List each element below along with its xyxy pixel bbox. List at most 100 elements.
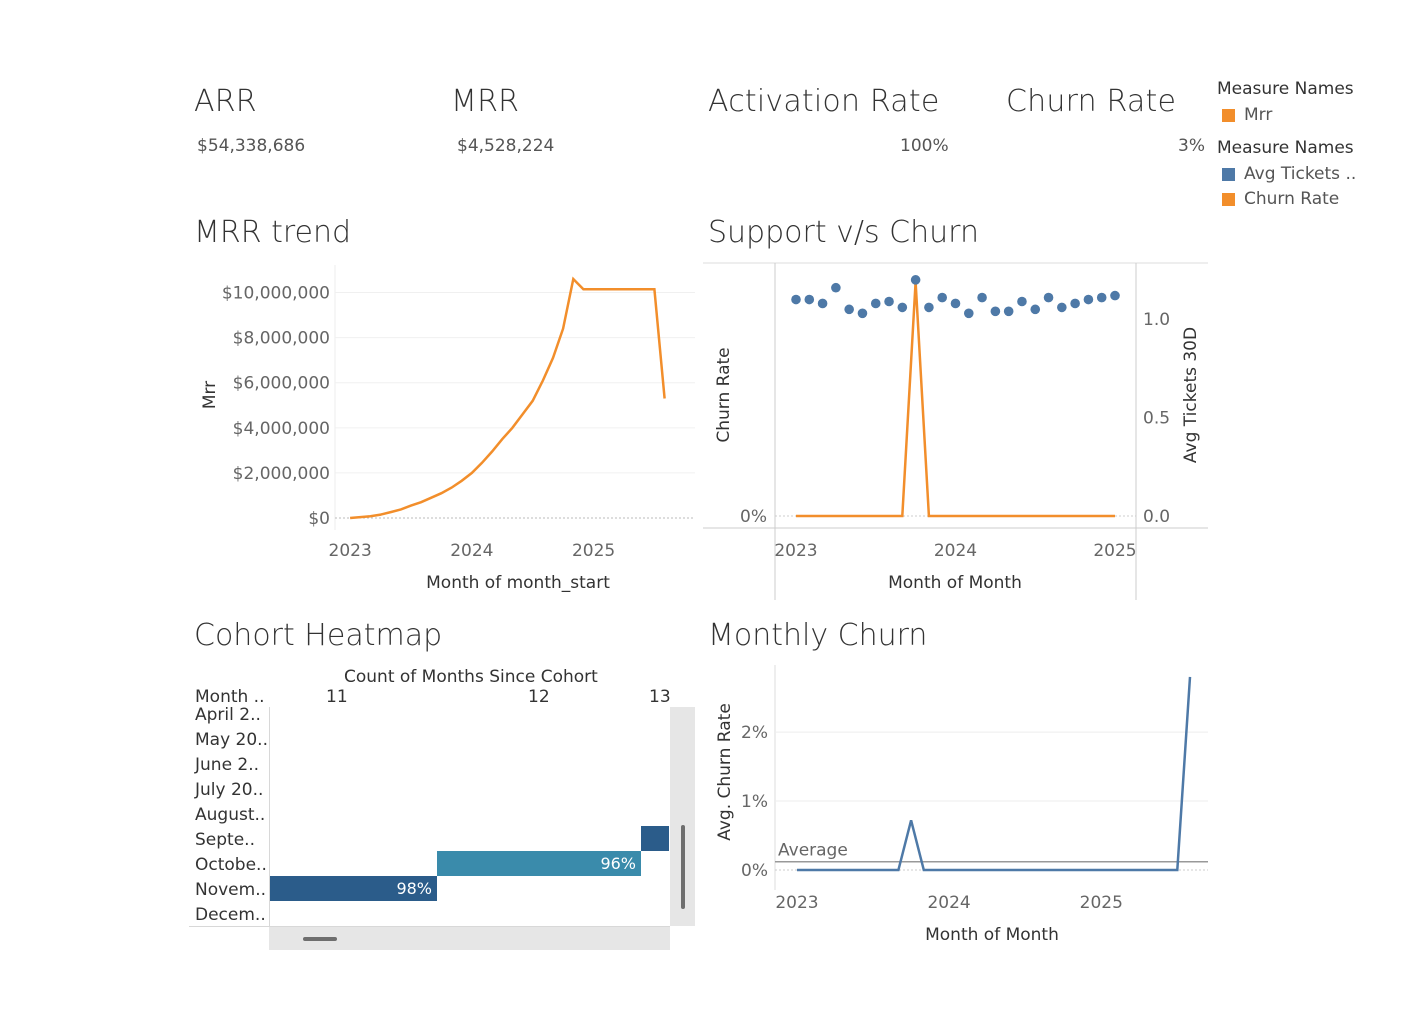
kpi-mrr-title: MRR xyxy=(451,84,520,119)
sc-tickets-point[interactable] xyxy=(910,275,921,285)
sc-tickets-point[interactable] xyxy=(1043,292,1054,303)
sc-tickets-point[interactable] xyxy=(1030,304,1041,315)
mc-y-axis-label: Avg. Churn Rate xyxy=(715,703,735,841)
section-title-mrr-trend: MRR trend xyxy=(194,215,352,250)
sc-tickets-point[interactable] xyxy=(884,296,894,307)
cohort-cell[interactable]: 96% xyxy=(437,851,641,876)
sc-tickets-point[interactable] xyxy=(924,302,934,313)
sc-tickets-point[interactable] xyxy=(950,298,961,309)
sc-x-tick-label: 2025 xyxy=(1093,541,1136,561)
sc-x-tick-label: 2024 xyxy=(934,541,977,561)
mrr-y-tick-label: $8,000,000 xyxy=(233,329,330,349)
legend-swatch-mrr xyxy=(1222,108,1235,122)
sc-tickets-point[interactable] xyxy=(791,294,801,305)
mc-x-axis-label: Month of Month xyxy=(925,925,1059,945)
kpi-churn-value: 3% xyxy=(1178,136,1205,156)
mc-series-line xyxy=(797,676,1192,872)
sc-tickets-point[interactable] xyxy=(1096,292,1107,303)
sc-y-axis-label: Churn Rate xyxy=(714,347,734,442)
cohort-col-11: 11 xyxy=(326,687,348,707)
cohort-row-label: June 2.. xyxy=(195,755,260,775)
monthly-churn-chart: 0% 1% 2% 2023 2024 2025 Average Month of Mon… xyxy=(715,665,1208,945)
mc-y-tick-label: 2% xyxy=(741,723,768,743)
mrr-trend-chart: $0 $2,000,000 $4,000,000 $6,000,000 $8,000,0… xyxy=(200,265,695,593)
mrr-y-tick-label: $10,000,000 xyxy=(222,284,330,304)
mrr-y-axis-label: Mrr xyxy=(200,381,220,409)
cohort-vertical-scroll-thumb[interactable] xyxy=(681,825,685,909)
cohort-row-label: Novem.. xyxy=(195,880,267,900)
cohort-row-label: April 2.. xyxy=(195,705,261,725)
sc-tickets-point[interactable] xyxy=(1003,306,1014,317)
sc-tickets-point[interactable] xyxy=(1083,294,1094,305)
legend-item-mrr[interactable]: Mrr xyxy=(1222,105,1272,125)
cohort-column-header: Count of Months Since Cohort xyxy=(344,667,598,687)
sc-y2-tick-label: 1.0 xyxy=(1143,310,1170,330)
sc-tickets-point[interactable] xyxy=(897,302,908,313)
cohort-row-label: Septe.. xyxy=(195,830,255,850)
sc-tickets-point[interactable] xyxy=(990,306,1001,317)
sc-tickets-point[interactable] xyxy=(977,292,987,303)
sc-y2-tick-label: 0.5 xyxy=(1143,409,1170,429)
sc-tickets-point[interactable] xyxy=(1110,290,1120,301)
mc-y-tick-label: 1% xyxy=(741,792,768,812)
mrr-y-tick-label: $4,000,000 xyxy=(233,419,330,439)
legend-item-avg-tickets[interactable]: Avg Tickets .. xyxy=(1222,164,1356,184)
cohort-horizontal-scroll-thumb[interactable] xyxy=(303,937,337,941)
cohort-row-label: Octobe.. xyxy=(195,855,267,875)
mrr-series-line xyxy=(349,276,666,520)
cohort-row-label: May 20.. xyxy=(195,730,268,750)
sc-x-tick-label: 2023 xyxy=(774,541,817,561)
sc-tickets-point[interactable] xyxy=(857,308,868,319)
sc-tickets-point[interactable] xyxy=(804,294,815,305)
cohort-row-label: Decem.. xyxy=(195,905,266,925)
section-title-cohort: Cohort Heatmap xyxy=(194,618,443,653)
sc-tickets-point[interactable] xyxy=(1057,302,1067,313)
mrr-x-axis-label: Month of month_start xyxy=(426,573,610,593)
sc-y2-axis-label: Avg Tickets 30D xyxy=(1181,327,1201,463)
sc-y-tick-label: 0% xyxy=(740,507,767,527)
sc-y2-tick-label: 0.0 xyxy=(1143,507,1170,527)
kpi-arr-title: ARR xyxy=(194,84,257,119)
sc-tickets-point[interactable] xyxy=(817,298,828,309)
mrr-x-tick-label: 2023 xyxy=(329,541,372,561)
legend-swatch-churn-rate xyxy=(1222,192,1235,206)
cohort-row-axis-line xyxy=(189,926,270,927)
sc-tickets-point[interactable] xyxy=(963,308,974,319)
sc-tickets-point[interactable] xyxy=(937,292,948,303)
support-churn-chart: 0% 0.0 0.5 1.0 2023 2024 2025 Month of Month… xyxy=(703,262,1208,600)
cohort-cell-value: 98% xyxy=(396,879,432,898)
cohort-vertical-scrollbar[interactable] xyxy=(670,707,695,926)
cohort-cell[interactable] xyxy=(641,826,669,851)
cohort-cell-value: 96% xyxy=(600,854,636,873)
sc-tickets-point[interactable] xyxy=(1017,296,1027,307)
mrr-y-tick-label: $0 xyxy=(308,509,330,529)
legend-swatch-avg-tickets xyxy=(1222,167,1235,181)
sc-tickets-point[interactable] xyxy=(1070,298,1080,309)
sc-tickets-point[interactable] xyxy=(844,304,854,315)
legend-title-support: Measure Names xyxy=(1217,138,1354,158)
sc-x-axis-label: Month of Month xyxy=(888,573,1022,593)
mc-x-tick-label: 2024 xyxy=(927,893,970,913)
mrr-y-tick-label: $2,000,000 xyxy=(233,464,330,484)
sc-tickets-point[interactable] xyxy=(831,282,841,293)
cohort-col-12: 12 xyxy=(528,687,550,707)
mrr-x-tick-label: 2024 xyxy=(450,541,493,561)
legend-title-mrr: Measure Names xyxy=(1217,79,1354,99)
kpi-arr-value: $54,338,686 xyxy=(197,136,306,156)
legend-label-churn-rate: Churn Rate xyxy=(1244,189,1340,209)
cohort-row-header: Month .. xyxy=(195,687,265,707)
cohort-row-label: July 20.. xyxy=(195,780,264,800)
cohort-horizontal-scrollbar[interactable] xyxy=(269,927,670,950)
cohort-row-label: August.. xyxy=(195,805,266,825)
mc-average-label: Average xyxy=(778,841,848,861)
kpi-churn-title: Churn Rate xyxy=(1006,84,1177,119)
legend-label-mrr: Mrr xyxy=(1244,105,1273,125)
sc-tickets-point[interactable] xyxy=(870,298,881,309)
mc-x-tick-label: 2023 xyxy=(775,893,818,913)
mrr-x-tick-label: 2025 xyxy=(572,541,615,561)
cohort-cell[interactable]: 98% xyxy=(270,876,437,901)
legend-item-churn-rate[interactable]: Churn Rate xyxy=(1222,189,1339,209)
kpi-mrr-value: $4,528,224 xyxy=(457,136,555,156)
section-title-monthly-churn: Monthly Churn xyxy=(708,618,928,653)
mrr-y-tick-label: $6,000,000 xyxy=(233,374,330,394)
